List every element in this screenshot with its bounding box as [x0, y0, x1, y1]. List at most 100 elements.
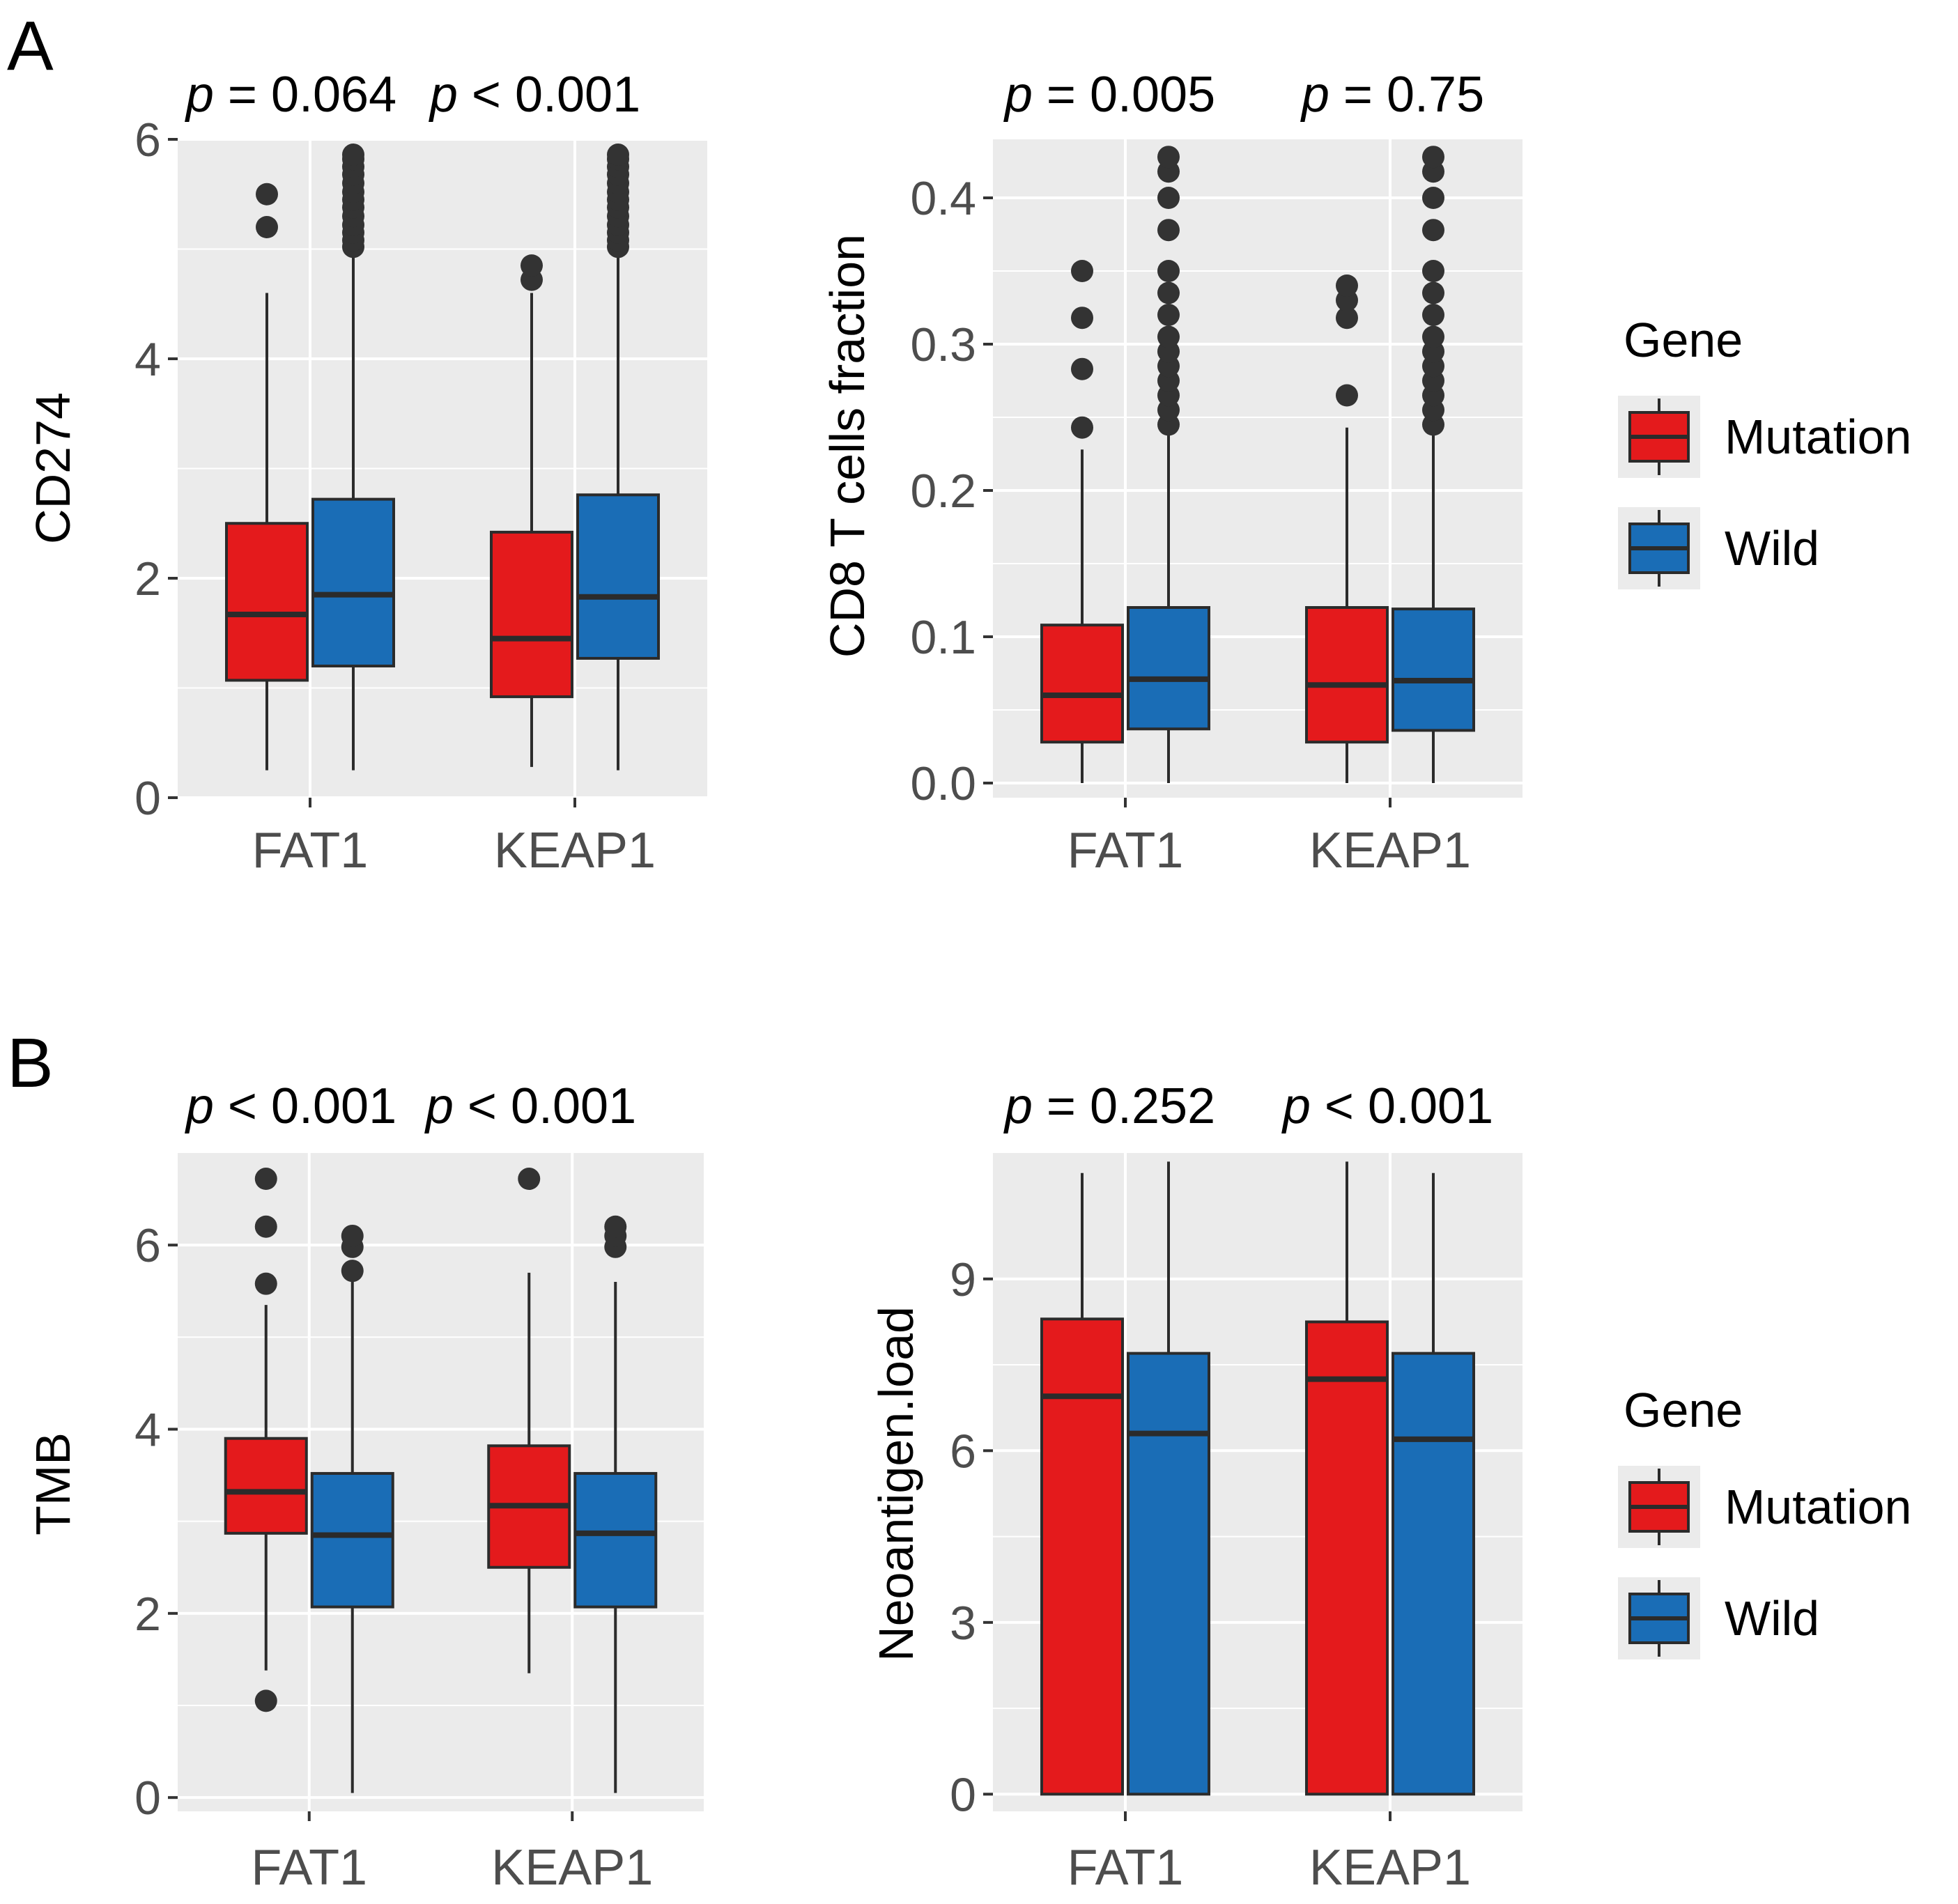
p-value-label: p < 0.001	[185, 1078, 396, 1134]
outlier-point	[1157, 304, 1180, 326]
box-body	[311, 497, 395, 667]
y-tick-label: 0.3	[910, 318, 976, 371]
box-keap1-mutation	[490, 254, 573, 767]
p-symbol: p	[1003, 1078, 1033, 1134]
box-body	[225, 522, 309, 682]
p-value-label: p < 0.001	[429, 67, 640, 123]
x-tick-label-keap1: KEAP1	[1309, 823, 1471, 879]
p-symbol: p	[1003, 67, 1033, 123]
p-value-text: = 0.75	[1329, 67, 1484, 123]
box-fat1-mutation	[1040, 1172, 1124, 1796]
box-fat1-mutation	[1040, 260, 1124, 783]
outlier-point	[256, 183, 278, 206]
box-body	[1305, 606, 1389, 744]
box-fat1-wild	[310, 1224, 394, 1793]
p-symbol: p	[1300, 67, 1329, 123]
legend-top: Gene Mutation Wild	[1618, 313, 1911, 589]
box-body	[573, 1471, 658, 1609]
box-fat1-mutation	[225, 183, 309, 771]
y-axis-title: Neoantigen.load	[869, 1306, 923, 1662]
box-body	[224, 1437, 308, 1535]
p-symbol: p	[185, 67, 214, 123]
p-value-label: p = 0.064	[185, 67, 396, 123]
legend-key-mutation	[1618, 1466, 1700, 1548]
p-value-text: = 0.252	[1033, 1078, 1215, 1134]
outlier-point	[1157, 219, 1180, 242]
outlier-point	[1422, 304, 1444, 326]
box-body	[1040, 1317, 1124, 1796]
box-keap1-mutation	[1305, 1161, 1389, 1796]
outlier-point	[1422, 260, 1444, 282]
outlier-point	[604, 1215, 627, 1238]
x-tick-label-keap1: KEAP1	[491, 1840, 653, 1896]
box-body	[1392, 1352, 1475, 1796]
legend-label-wild: Wild	[1725, 521, 1819, 575]
y-tick-label: 3	[950, 1597, 976, 1650]
outlier-point	[1422, 281, 1444, 304]
box-keap1-wild	[576, 144, 660, 771]
legend-bottom: Gene Mutation Wild	[1618, 1383, 1911, 1659]
p-value-label: p < 0.001	[424, 1078, 636, 1134]
y-tick-label: 6	[134, 1219, 161, 1272]
p-value-label: p = 0.252	[1003, 1078, 1215, 1134]
y-axis-title: TMB	[26, 1432, 80, 1535]
outlier-point	[254, 1272, 277, 1295]
outlier-point	[254, 1168, 277, 1191]
outlier-point	[1336, 307, 1358, 330]
box-body	[1305, 1320, 1389, 1796]
box-body	[310, 1471, 394, 1609]
p-value-text: < 0.001	[1311, 1078, 1493, 1134]
outlier-point	[1071, 260, 1093, 282]
y-tick-label: 0	[950, 1768, 976, 1821]
box-body	[1040, 624, 1124, 744]
legend-key-mutation	[1618, 396, 1700, 478]
outlier-point	[1422, 219, 1444, 242]
outlier-point	[254, 1689, 277, 1712]
outlier-point	[1157, 325, 1180, 348]
outlier-point	[1422, 146, 1444, 169]
p-value-label: p = 0.005	[1003, 67, 1215, 123]
outlier-point	[342, 144, 364, 167]
p-value-text: < 0.001	[458, 67, 640, 123]
x-tick-label-fat1: FAT1	[251, 1840, 367, 1896]
p-value-text: = 0.005	[1033, 67, 1215, 123]
outlier-point	[1157, 281, 1180, 304]
outlier-point	[341, 1224, 364, 1247]
outlier-point	[1422, 325, 1444, 348]
y-axis-title: CD8 T cells fraction	[820, 234, 874, 658]
x-tick-label-fat1: FAT1	[1067, 1840, 1184, 1896]
outlier-point	[607, 144, 629, 167]
x-tick-label-fat1: FAT1	[1067, 823, 1184, 879]
legend-title: Gene	[1624, 313, 1743, 367]
y-tick-label: 0.2	[910, 465, 976, 518]
legend-label-mutation: Mutation	[1725, 1480, 1911, 1534]
outlier-point	[1157, 260, 1180, 282]
y-tick-label: 0	[134, 772, 161, 825]
p-value-text: = 0.064	[214, 67, 396, 123]
y-tick-label: 9	[950, 1253, 976, 1306]
box-keap1-mutation	[487, 1168, 571, 1673]
outlier-point	[1071, 416, 1093, 439]
outlier-point	[256, 216, 278, 238]
box-fat1-wild	[1127, 146, 1210, 783]
p-value-label: p = 0.75	[1300, 67, 1484, 123]
box-fat1-wild	[311, 144, 395, 771]
y-tick-label: 6	[950, 1425, 976, 1478]
box-body	[490, 530, 573, 699]
box-body	[1127, 1352, 1210, 1796]
legend-title: Gene	[1624, 1383, 1743, 1437]
box-body	[576, 493, 660, 660]
p-symbol: p	[185, 1078, 214, 1134]
legend-key-wild	[1618, 507, 1700, 589]
y-tick-label: 0	[134, 1772, 161, 1825]
box-fat1-mutation	[224, 1168, 308, 1712]
p-value-label: p < 0.001	[1281, 1078, 1493, 1134]
legend-key-wild	[1618, 1577, 1700, 1659]
y-tick-label: 0.0	[910, 757, 976, 810]
box-keap1-wild	[1392, 146, 1475, 783]
y-axis-title: CD274	[26, 392, 80, 544]
x-tick-label-keap1: KEAP1	[494, 823, 656, 879]
